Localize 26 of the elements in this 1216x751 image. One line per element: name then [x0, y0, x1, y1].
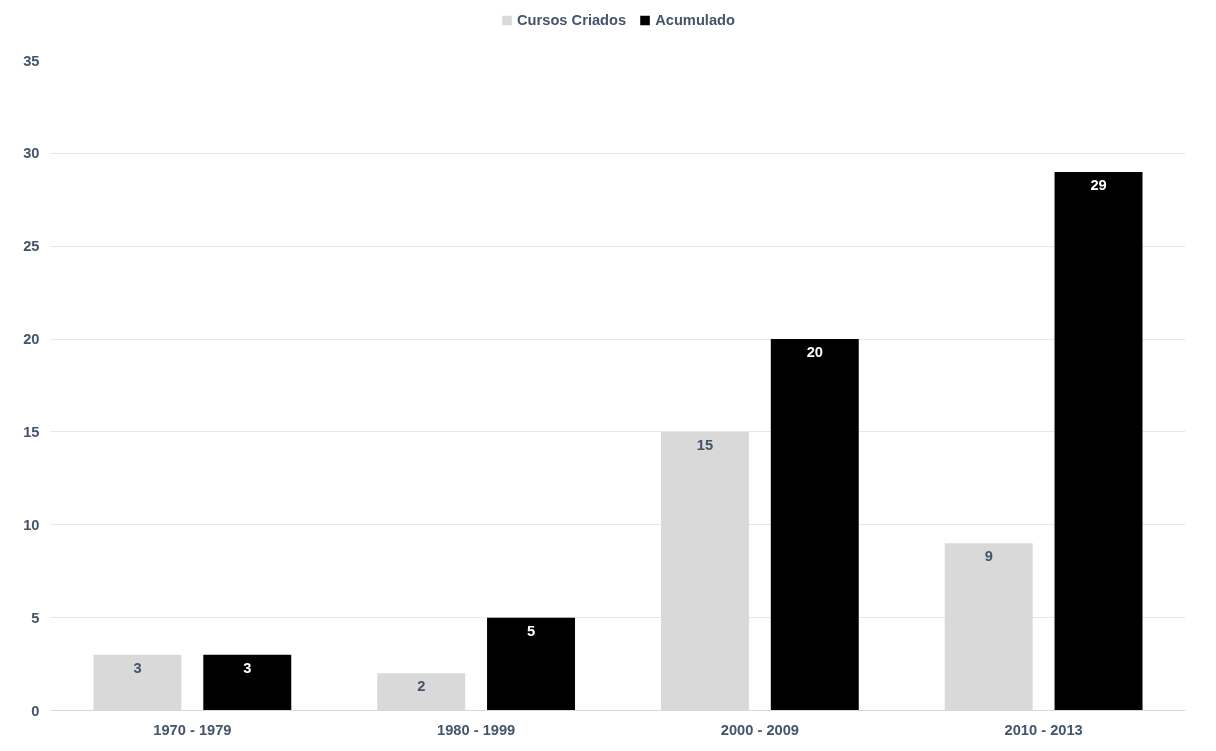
- y-tick-label: 5: [31, 609, 40, 626]
- data-label: 9: [984, 548, 993, 565]
- legend-label: Acumulado: [655, 12, 735, 28]
- y-tick-label: 35: [23, 52, 40, 69]
- x-tick-label: 1970 - 1979: [153, 721, 232, 738]
- x-tick-label: 1980 - 1999: [437, 721, 516, 738]
- legend-label: Cursos Criados: [517, 12, 627, 28]
- bar: [203, 654, 292, 711]
- data-label: 3: [243, 659, 252, 676]
- bar: [1054, 171, 1143, 711]
- data-label: 5: [526, 622, 536, 639]
- y-tick-label: 10: [23, 516, 40, 533]
- y-tick-label: 15: [23, 423, 40, 440]
- data-label: 20: [806, 344, 823, 361]
- x-tick-label: 2000 - 2009: [720, 721, 799, 738]
- x-tick-label: 2010 - 2013: [1004, 721, 1083, 738]
- y-tick-label: 25: [23, 238, 40, 255]
- y-tick-label: 0: [31, 702, 40, 719]
- data-label: 15: [696, 436, 714, 453]
- bar: [770, 339, 859, 711]
- data-label: 2: [417, 678, 426, 695]
- y-tick-label: 30: [23, 145, 40, 162]
- data-label: 3: [133, 659, 142, 676]
- data-label: 29: [1090, 176, 1107, 193]
- bar: [487, 617, 576, 711]
- y-tick-label: 20: [23, 331, 40, 348]
